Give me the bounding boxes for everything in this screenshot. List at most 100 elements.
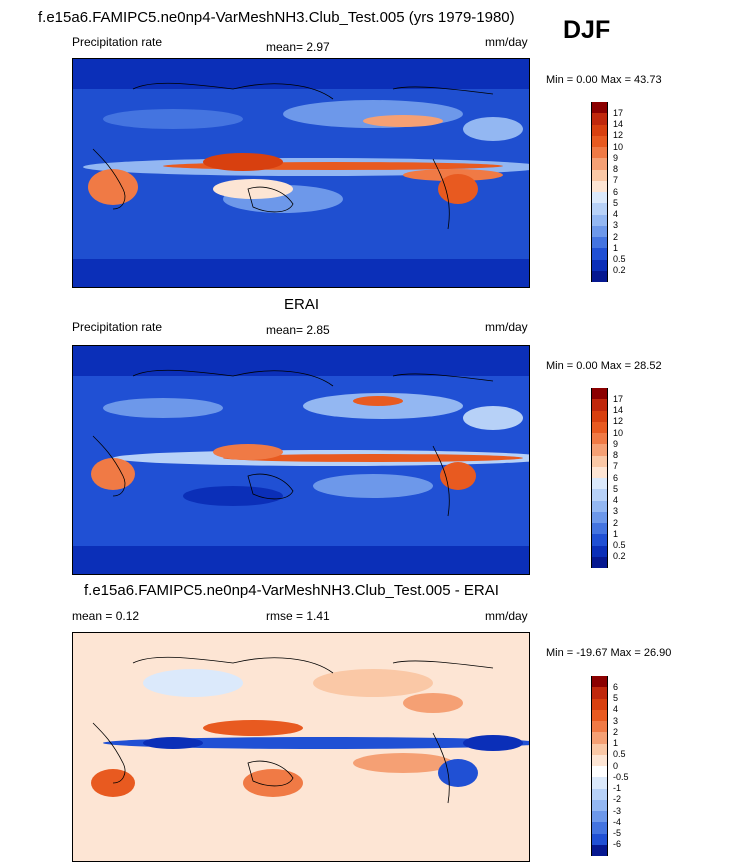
panel3-swatch <box>591 766 608 778</box>
panel1-precip-map <box>72 58 530 288</box>
panel2-swatch <box>591 478 608 490</box>
panel3-swatch <box>591 721 608 733</box>
panel3-tick: 4 <box>613 704 619 715</box>
panel3-tick: -2 <box>613 794 622 805</box>
panel2-swatch <box>591 489 608 501</box>
panel3-units-label: mm/day <box>485 609 528 623</box>
panel3-swatch <box>591 811 608 823</box>
panel2-swatch <box>591 500 608 512</box>
panel1-tick: 17 <box>613 107 624 118</box>
panel3-tick: 6 <box>613 681 619 692</box>
panel3-swatch <box>591 799 608 811</box>
panel2-tick: 2 <box>613 517 619 528</box>
panel1-tick: 0.5 <box>613 254 626 264</box>
panel3-title: f.e15a6.FAMIPC5.ne0np4-VarMeshNH3.Club_T… <box>84 582 499 599</box>
panel1-tick: 2 <box>613 231 619 242</box>
panel3-swatch <box>591 676 608 688</box>
panel2-title: ERAI <box>284 296 320 313</box>
panel1-swatch <box>591 270 608 282</box>
panel2-tick: 12 <box>613 416 624 427</box>
panel1-minmax: Min = 0.00 Max = 43.73 <box>546 74 662 86</box>
panel3-tick: -4 <box>613 816 622 827</box>
panel3-swatch <box>591 822 608 834</box>
panel1-swatch <box>591 147 608 159</box>
panel1-swatch <box>591 124 608 136</box>
panel2-units-label: mm/day <box>485 320 528 334</box>
panel2-tick: 5 <box>613 483 619 494</box>
panel2-swatch <box>591 556 608 568</box>
panel3-swatch <box>591 754 608 766</box>
panel2-tick: 7 <box>613 461 619 472</box>
panel2-tick: 6 <box>613 472 619 483</box>
panel2-tick: 8 <box>613 450 619 460</box>
panel3-tick: -6 <box>613 839 622 850</box>
panel3-tick: 3 <box>613 715 619 726</box>
panel3-tick: 2 <box>613 726 619 737</box>
panel1-tick: 5 <box>613 197 619 208</box>
panel3-minmax: Min = -19.67 Max = 26.90 <box>546 647 672 659</box>
panel2-swatch <box>591 421 608 433</box>
panel3-swatch <box>591 788 608 800</box>
panel3-tick: 5 <box>613 693 619 703</box>
panel2-swatch <box>591 534 608 546</box>
panel2-tick: 14 <box>613 405 624 415</box>
panel1-tick: 12 <box>613 130 624 141</box>
panel1-tick: 6 <box>613 186 619 197</box>
panel1-swatch <box>591 225 608 237</box>
panel1-colorbar: 17 14 12 10 9 8 7 6 5 4 3 2 1 0.5 0.2 <box>591 102 651 282</box>
panel1-swatch <box>591 237 608 249</box>
panel1-units-label: mm/day <box>485 35 528 49</box>
panel2-tick: 9 <box>613 438 619 449</box>
panel2-tick: 1 <box>613 528 619 539</box>
panel2-swatch <box>591 410 608 422</box>
panel1-swatch <box>591 169 608 181</box>
panel3-rmse-label: rmse = 1.41 <box>266 609 330 623</box>
panel1-tick: 0.2 <box>613 265 626 276</box>
panel3-tick: -1 <box>613 783 622 793</box>
panel2-variable-label: Precipitation rate <box>72 320 163 334</box>
panel2-tick: 0.2 <box>613 551 626 562</box>
panel1-swatch <box>591 192 608 204</box>
panel3-swatch <box>591 698 608 710</box>
panel1-swatch <box>591 113 608 125</box>
panel2-minmax: Min = 0.00 Max = 28.52 <box>546 360 662 372</box>
panel3-swatch <box>591 732 608 744</box>
panel2-tick: 17 <box>613 393 624 404</box>
panel2-swatch <box>591 523 608 535</box>
panel1-swatch <box>591 158 608 170</box>
panel1-tick: 4 <box>613 209 619 219</box>
panel3-tick: -3 <box>613 805 622 816</box>
panel1-swatch <box>591 102 608 114</box>
panel2-swatch <box>591 433 608 445</box>
panel1-tick: 3 <box>613 220 619 231</box>
panel1-swatch <box>591 259 608 271</box>
panel2-swatch <box>591 511 608 523</box>
panel3-mean-label: mean = 0.12 <box>72 609 140 623</box>
panel3-tick: 0.5 <box>613 749 626 760</box>
panel2-tick: 10 <box>613 427 624 438</box>
panel2-swatch <box>591 388 608 400</box>
panel2-mean-label: mean= 2.85 <box>266 323 330 337</box>
panel2-colorbar: 17 14 12 10 9 8 7 6 5 4 3 2 1 0.5 0.2 <box>591 388 651 568</box>
panel2-swatch <box>591 455 608 467</box>
panel1-swatch <box>591 135 608 147</box>
season-label: DJF <box>563 16 611 44</box>
panel3-difference-map <box>72 632 530 862</box>
panel1-tick: 10 <box>613 141 624 152</box>
panel3-colorbar: 6 5 4 3 2 1 0.5 0 -0.5 -1 -2 -3 -4 -5 -6 <box>591 676 651 856</box>
panel3-swatch <box>591 777 608 789</box>
panel1-swatch <box>591 214 608 226</box>
panel1-mean-label: mean= 2.97 <box>266 40 330 54</box>
panel3-tick: -0.5 <box>613 771 629 782</box>
panel3-swatch <box>591 844 608 856</box>
panel3-tick: 0 <box>613 760 619 771</box>
panel1-variable-label: Precipitation rate <box>72 35 163 49</box>
panel2-swatch <box>591 466 608 478</box>
panel1-tick: 1 <box>613 242 619 253</box>
panel2-swatch <box>591 399 608 411</box>
panel3-swatch <box>591 709 608 721</box>
panel3-tick: -5 <box>613 828 622 838</box>
panel3-swatch <box>591 687 608 699</box>
panel1-tick: 14 <box>613 119 624 129</box>
panel3-tick: 1 <box>613 738 619 748</box>
